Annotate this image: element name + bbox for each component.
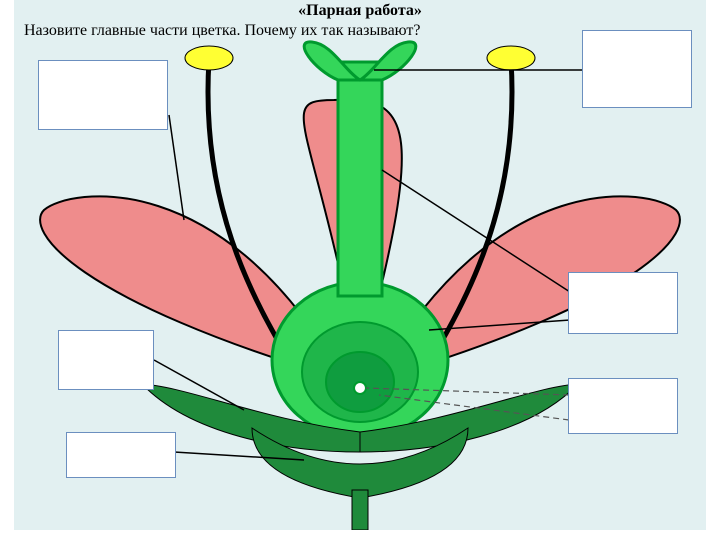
- label-mid-right[interactable]: [568, 272, 678, 334]
- leader-petal: [169, 115, 184, 220]
- stem: [352, 490, 368, 530]
- ovule: [354, 382, 366, 394]
- label-top-right[interactable]: [582, 30, 692, 108]
- label-bottom-right[interactable]: [568, 378, 678, 434]
- anther-right: [487, 46, 535, 70]
- label-bottom-left[interactable]: [66, 432, 176, 478]
- slide-canvas: «Парная работа» Назовите главные части ц…: [14, 0, 706, 530]
- anther-left: [185, 46, 233, 70]
- label-mid-left[interactable]: [58, 330, 154, 390]
- pistil-style: [338, 62, 382, 296]
- label-top-left[interactable]: [38, 60, 168, 130]
